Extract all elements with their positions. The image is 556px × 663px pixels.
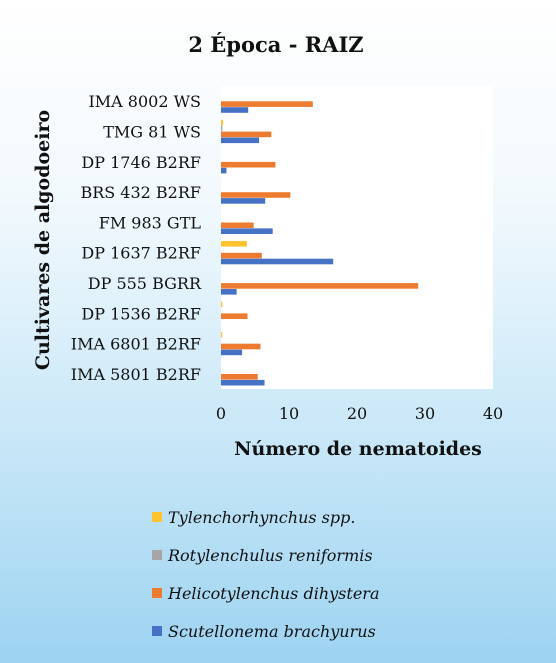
bar xyxy=(221,125,223,132)
category-label: DP 555 BGRR xyxy=(88,274,202,293)
bar xyxy=(221,198,266,204)
legend-swatch xyxy=(152,512,162,522)
bar xyxy=(221,313,248,319)
bar xyxy=(221,228,273,234)
bar xyxy=(221,379,265,386)
bar xyxy=(221,222,254,229)
bar xyxy=(221,192,291,198)
x-axis-title: Número de nematoides xyxy=(234,438,482,460)
bar xyxy=(221,258,334,265)
category-label: IMA 6801 B2RF xyxy=(71,335,201,354)
x-tick-label: 30 xyxy=(415,404,435,423)
legend-item: Tylenchorhynchus spp. xyxy=(152,498,379,536)
legend-item: Helicotylenchus dihystera xyxy=(152,574,379,612)
bar xyxy=(221,161,276,168)
legend-swatch xyxy=(152,588,162,598)
category-label: IMA 8002 WS xyxy=(88,92,201,111)
category-label: BRS 432 B2RF xyxy=(80,183,201,202)
bar xyxy=(221,119,224,126)
bar xyxy=(221,167,227,174)
x-tick-label: 40 xyxy=(483,404,503,423)
bar xyxy=(221,343,261,350)
bar xyxy=(221,107,249,113)
bar xyxy=(221,252,262,259)
legend-label: Rotylenchulus reniformis xyxy=(168,545,373,565)
category-label: IMA 5801 B2RF xyxy=(71,365,201,384)
bar xyxy=(221,131,272,138)
x-tick-label: 0 xyxy=(216,404,226,423)
x-tick-labels: 0 10 20 30 40 xyxy=(216,404,503,423)
category-label: TMG 81 WS xyxy=(103,122,201,141)
bar xyxy=(221,301,223,308)
bar xyxy=(221,283,419,289)
legend-label: Tylenchorhynchus spp. xyxy=(168,507,356,527)
x-tick-label: 10 xyxy=(279,404,299,423)
chart-title: 2 Época - RAIZ xyxy=(188,32,363,57)
legend-swatch xyxy=(152,626,162,636)
legend-item: Scutellonema brachyurus xyxy=(152,612,379,650)
y-axis-title: Cultivares de algodoeiro xyxy=(32,110,54,370)
bars-layer xyxy=(221,101,419,386)
bar xyxy=(221,349,243,356)
category-label: DP 1536 B2RF xyxy=(81,304,201,323)
legend-item: Rotylenchulus reniformis xyxy=(152,536,379,574)
bar xyxy=(221,374,258,380)
x-tick-label: 20 xyxy=(347,404,367,423)
legend: Tylenchorhynchus spp. Rotylenchulus renif… xyxy=(152,498,379,650)
category-label: DP 1637 B2RF xyxy=(81,244,201,263)
legend-label: Scutellonema brachyurus xyxy=(168,621,376,641)
bar xyxy=(221,101,313,107)
category-labels: IMA 8002 WS TMG 81 WS DP 1746 B2RF BRS 432 … xyxy=(71,92,202,384)
bar xyxy=(221,241,247,247)
category-label: DP 1746 B2RF xyxy=(81,153,201,172)
legend-label: Helicotylenchus dihystera xyxy=(168,583,380,603)
legend-swatch xyxy=(152,550,162,560)
bar xyxy=(221,289,237,295)
plot-area xyxy=(221,86,493,389)
category-label: FM 983 GTL xyxy=(99,213,202,232)
bar xyxy=(221,331,223,338)
bar xyxy=(221,137,260,144)
